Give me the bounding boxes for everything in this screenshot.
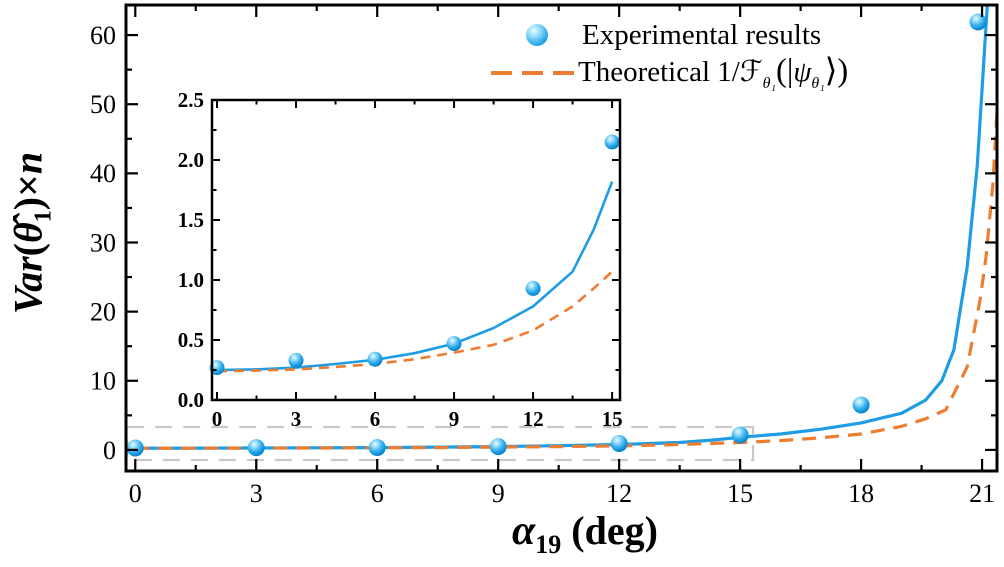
main-data-point — [852, 396, 870, 414]
inset-background — [212, 100, 620, 400]
inset-tick-label: 0.0 — [178, 388, 204, 412]
inset-tick-label: 3 — [291, 407, 302, 431]
main-data-point — [969, 13, 987, 31]
inset-tick-label: 0.5 — [178, 328, 204, 352]
main-data-point — [489, 438, 507, 456]
alpha-symbol: α — [512, 508, 536, 554]
y-axis-label: Var(θ̂1)×n — [5, 151, 57, 315]
main-tick-label: 50 — [90, 90, 116, 119]
inset-data-point — [288, 352, 304, 368]
main-tick-label: 20 — [90, 297, 116, 326]
inset-curve-theoretical — [216, 270, 613, 373]
inset-data-point — [209, 360, 225, 376]
inset-curve-experimental-fit — [216, 181, 614, 372]
inset-data-point — [525, 280, 541, 296]
inset-tick-label: 12 — [523, 407, 544, 431]
legend-theoretical-prefix: Theoretical 1/ — [578, 56, 740, 88]
psi-subscript: θ₁ — [811, 74, 825, 92]
main-tick-label: 40 — [90, 159, 116, 188]
paren-close-times: )× — [5, 174, 51, 211]
theta-hat-symbol: θ̂ — [5, 222, 51, 243]
paren-open: ( — [5, 243, 51, 257]
psi-symbol: ψ — [793, 56, 812, 88]
main-data-point — [368, 439, 386, 457]
x-axis-label: α19 (deg) — [512, 507, 658, 558]
main-data-point — [126, 439, 144, 457]
main-tick-label: 0 — [129, 479, 142, 508]
inset-data-point — [604, 134, 620, 150]
main-tick-label: 18 — [848, 479, 874, 508]
inset-data-point — [446, 336, 462, 352]
main-tick-label: 0 — [103, 436, 116, 465]
legend-marker-blue-sphere-icon — [526, 24, 548, 46]
main-tick-label: 3 — [250, 479, 263, 508]
ket-close: ⟩) — [824, 53, 849, 89]
main-data-point — [731, 426, 749, 444]
legend-label-theoretical: Theoretical 1/ℱθ₁(|ψθ₁⟩) — [578, 53, 849, 92]
ket-open: (| — [776, 53, 794, 89]
legend-label-experimental: Experimental results — [582, 19, 822, 51]
inset-tick-label: 1.0 — [178, 268, 204, 292]
inset-tick-label: 9 — [449, 407, 460, 431]
main-tick-label: 12 — [606, 479, 632, 508]
inset-tick-label: 2.0 — [178, 148, 204, 172]
inset-tick-label: 6 — [370, 407, 381, 431]
legend-marker-orange-dashed-line-icon — [491, 71, 575, 75]
main-tick-label: 60 — [90, 21, 116, 50]
inset-axes: 0 3 6 9 12 15 0.0 0.5 1.0 1.5 2.0 2.5 — [178, 88, 623, 431]
main-data-point — [247, 439, 265, 457]
theta-subscript: 1 — [30, 210, 57, 223]
main-tick-label: 21 — [969, 479, 995, 508]
fisher-subscript: θ₁ — [762, 74, 777, 92]
main-tick-label: 30 — [90, 228, 116, 257]
alpha-subscript: 19 — [535, 530, 562, 559]
main-data-point — [610, 434, 628, 452]
main-frame — [124, 3, 999, 473]
var-text: Var — [5, 256, 51, 315]
main-tick-label: 9 — [492, 479, 505, 508]
inset-tick-label: 0 — [212, 407, 223, 431]
main-tick-label: 15 — [727, 479, 753, 508]
main-tick-label: 10 — [90, 367, 116, 396]
main-tick-label: 6 — [371, 479, 384, 508]
fisher-info-symbol: ℱ — [739, 54, 763, 88]
main-curve-theoretical — [135, 111, 999, 450]
n-symbol: n — [5, 151, 51, 175]
inset-tick-label: 1.5 — [178, 208, 204, 232]
inset-tick-label: 15 — [602, 407, 623, 431]
inset-data-point — [367, 351, 383, 367]
inset-tick-label: 2.5 — [178, 88, 204, 112]
x-axis-unit: (deg) — [561, 508, 658, 553]
